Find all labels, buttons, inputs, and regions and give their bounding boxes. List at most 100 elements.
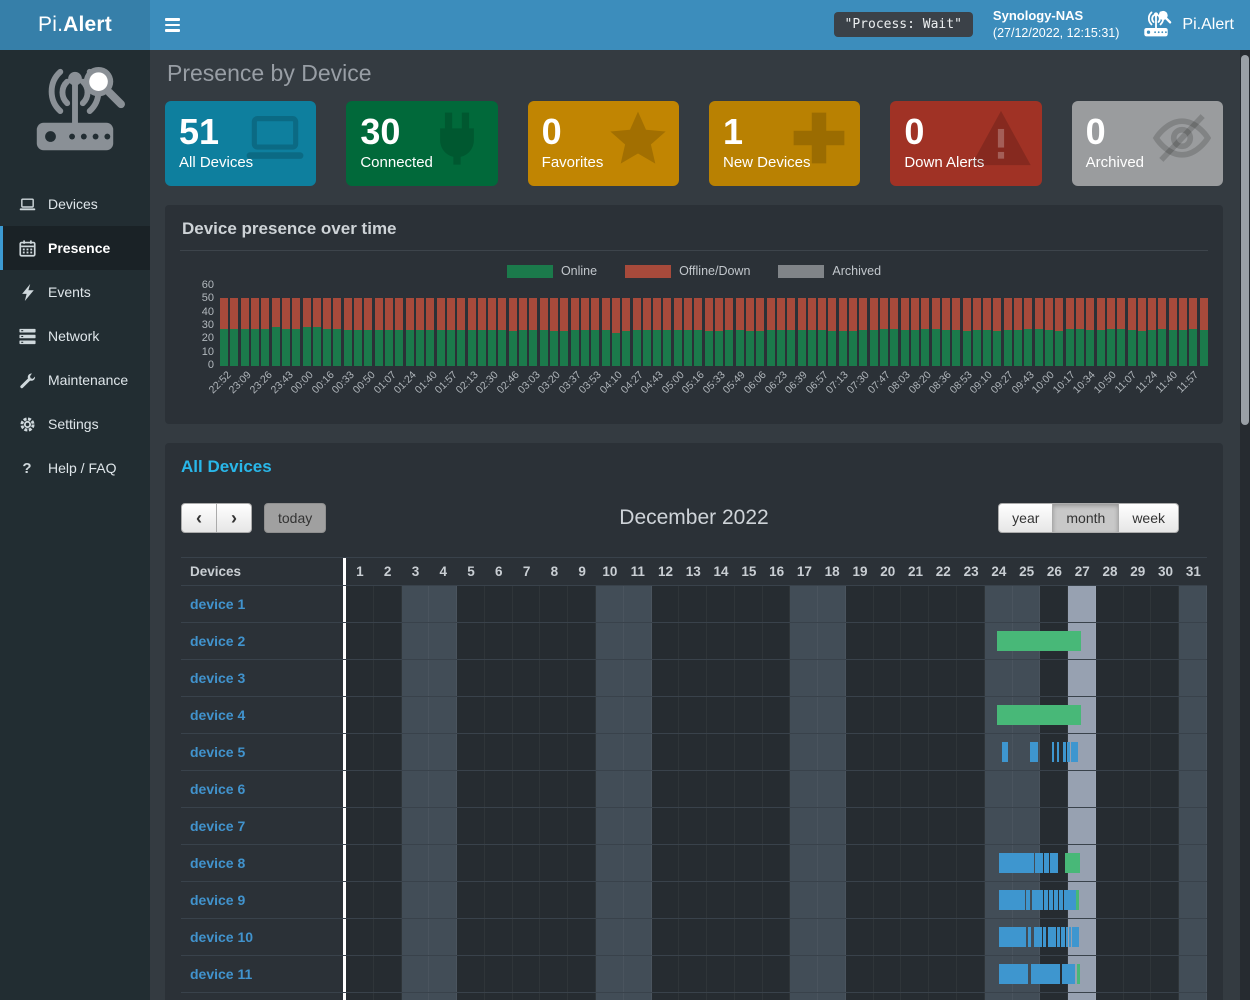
presence-session-bar[interactable] <box>1057 927 1061 947</box>
presence-session-bar[interactable] <box>1033 927 1042 947</box>
day-cell-10 <box>595 808 624 844</box>
chart-bar <box>240 298 249 366</box>
sidebar-item-devices[interactable]: Devices <box>0 182 150 226</box>
next-month-button[interactable]: › <box>217 503 252 533</box>
day-cell-23 <box>957 845 985 881</box>
device-link[interactable]: device 4 <box>190 707 246 723</box>
presence-session-bar[interactable] <box>1043 853 1049 873</box>
info-box-archived[interactable]: 0 Archived <box>1071 101 1223 186</box>
device-link[interactable]: device 10 <box>190 929 254 945</box>
presence-session-bar[interactable] <box>1043 927 1047 947</box>
presence-session-bar[interactable] <box>1076 890 1080 910</box>
chart-bar <box>498 298 507 366</box>
legend-swatch <box>625 264 672 278</box>
presence-session-bar[interactable] <box>1058 890 1063 910</box>
table-row: device 8 <box>181 845 1207 882</box>
presence-session-bar[interactable] <box>998 890 1025 910</box>
sidebar-item-events[interactable]: Events <box>0 270 150 314</box>
sidebar-item-maintenance[interactable]: Maintenance <box>0 358 150 402</box>
presence-session-bar[interactable] <box>1061 927 1065 947</box>
presence-session-bar[interactable] <box>1064 890 1076 910</box>
presence-session-bar[interactable] <box>1027 927 1032 947</box>
sidebar-toggle-icon[interactable] <box>150 0 195 50</box>
sidebar-item-network[interactable]: Network <box>0 314 150 358</box>
info-box-connected[interactable]: 30 Connected <box>346 101 498 186</box>
device-link[interactable]: device 11 <box>190 966 253 982</box>
presence-session-bar[interactable] <box>1056 742 1060 762</box>
day-cell-2 <box>373 586 402 622</box>
view-button-month[interactable]: month <box>1053 503 1120 533</box>
view-button-year[interactable]: year <box>998 503 1054 533</box>
presence-session-bar[interactable] <box>1048 890 1053 910</box>
presence-session-bar[interactable] <box>1030 742 1039 762</box>
presence-session-bar[interactable] <box>1077 964 1081 984</box>
presence-session-bar[interactable] <box>1067 742 1070 762</box>
chart-bar <box>333 298 342 366</box>
day-cell-30 <box>1151 623 1180 659</box>
sidebar-item-label: Events <box>48 284 91 300</box>
presence-session-bar[interactable] <box>1049 853 1059 873</box>
chart-x-tick: 06:06 <box>741 369 769 397</box>
day-cell-8 <box>540 993 569 1000</box>
presence-session-bar[interactable] <box>1047 927 1056 947</box>
presence-session-bar[interactable] <box>1065 853 1081 873</box>
device-link[interactable]: device 5 <box>190 744 246 760</box>
day-cell-8 <box>540 660 569 696</box>
sidebar-item-settings[interactable]: Settings <box>0 402 150 446</box>
presence-session-bar[interactable] <box>1051 742 1055 762</box>
presence-session-bar[interactable] <box>1065 927 1069 947</box>
brand-logo[interactable]: Pi. Alert <box>0 0 150 50</box>
day-cell-26 <box>1040 771 1069 807</box>
day-cell-4 <box>429 697 458 733</box>
info-box-label: All Devices <box>179 154 254 172</box>
info-box-all-devices[interactable]: 51 All Devices <box>165 101 317 186</box>
presence-session-bar[interactable] <box>1044 890 1048 910</box>
chart-bar <box>673 298 682 366</box>
day-cell-13 <box>679 771 708 807</box>
presence-session-bar[interactable] <box>997 631 1081 651</box>
info-box-value: 0 <box>1085 111 1106 152</box>
presence-session-bar[interactable] <box>1053 890 1058 910</box>
device-link[interactable]: device 6 <box>190 781 246 797</box>
device-link[interactable]: device 1 <box>190 596 246 612</box>
info-box-favorites[interactable]: 0 Favorites <box>527 101 679 186</box>
sidebar-item-presence[interactable]: Presence <box>0 226 150 270</box>
info-box-down-alerts[interactable]: 0 Down Alerts <box>890 101 1042 186</box>
presence-session-bar[interactable] <box>998 927 1027 947</box>
device-link[interactable]: device 8 <box>190 855 246 871</box>
day-cell-24 <box>984 808 1013 844</box>
table-row: device 12 <box>181 993 1207 1000</box>
prev-month-button[interactable]: ‹ <box>181 503 217 533</box>
day-cell-28 <box>1095 845 1124 881</box>
presence-session-bar[interactable] <box>1063 742 1067 762</box>
day-cell-14 <box>707 660 735 696</box>
day-header-8: 8 <box>550 564 559 579</box>
chart-bar <box>354 298 363 366</box>
sidebar-item-help-faq[interactable]: ? Help / FAQ <box>0 446 150 490</box>
calendar-title: All Devices <box>181 457 272 476</box>
info-box-new-devices[interactable]: 1 New Devices <box>708 101 861 186</box>
presence-session-bar[interactable] <box>1069 927 1072 947</box>
view-button-week[interactable]: week <box>1119 503 1179 533</box>
presence-session-bar[interactable] <box>1062 964 1076 984</box>
presence-session-bar[interactable] <box>997 705 1081 725</box>
presence-session-bar[interactable] <box>1035 853 1043 873</box>
device-link[interactable]: device 3 <box>190 670 246 686</box>
presence-session-bar[interactable] <box>1070 742 1079 762</box>
device-link[interactable]: device 9 <box>190 892 246 908</box>
presence-session-bar[interactable] <box>1002 742 1009 762</box>
device-link[interactable]: device 7 <box>190 818 246 834</box>
chart-x-tick: 04:43 <box>638 369 666 397</box>
app-brand[interactable]: Pi.Alert <box>1139 10 1234 40</box>
presence-session-bar[interactable] <box>998 853 1035 873</box>
presence-session-bar[interactable] <box>1030 964 1060 984</box>
presence-session-bar[interactable] <box>1072 927 1079 947</box>
today-button[interactable]: today <box>264 503 327 533</box>
presence-session-bar[interactable] <box>1031 890 1044 910</box>
presence-session-bar[interactable] <box>1026 890 1030 910</box>
day-cell-20 <box>873 882 902 918</box>
scrollbar-thumb[interactable] <box>1241 55 1249 425</box>
presence-session-bar[interactable] <box>998 964 1028 984</box>
chart-x-tick: 00:16 <box>309 369 337 397</box>
device-link[interactable]: device 2 <box>190 633 246 649</box>
